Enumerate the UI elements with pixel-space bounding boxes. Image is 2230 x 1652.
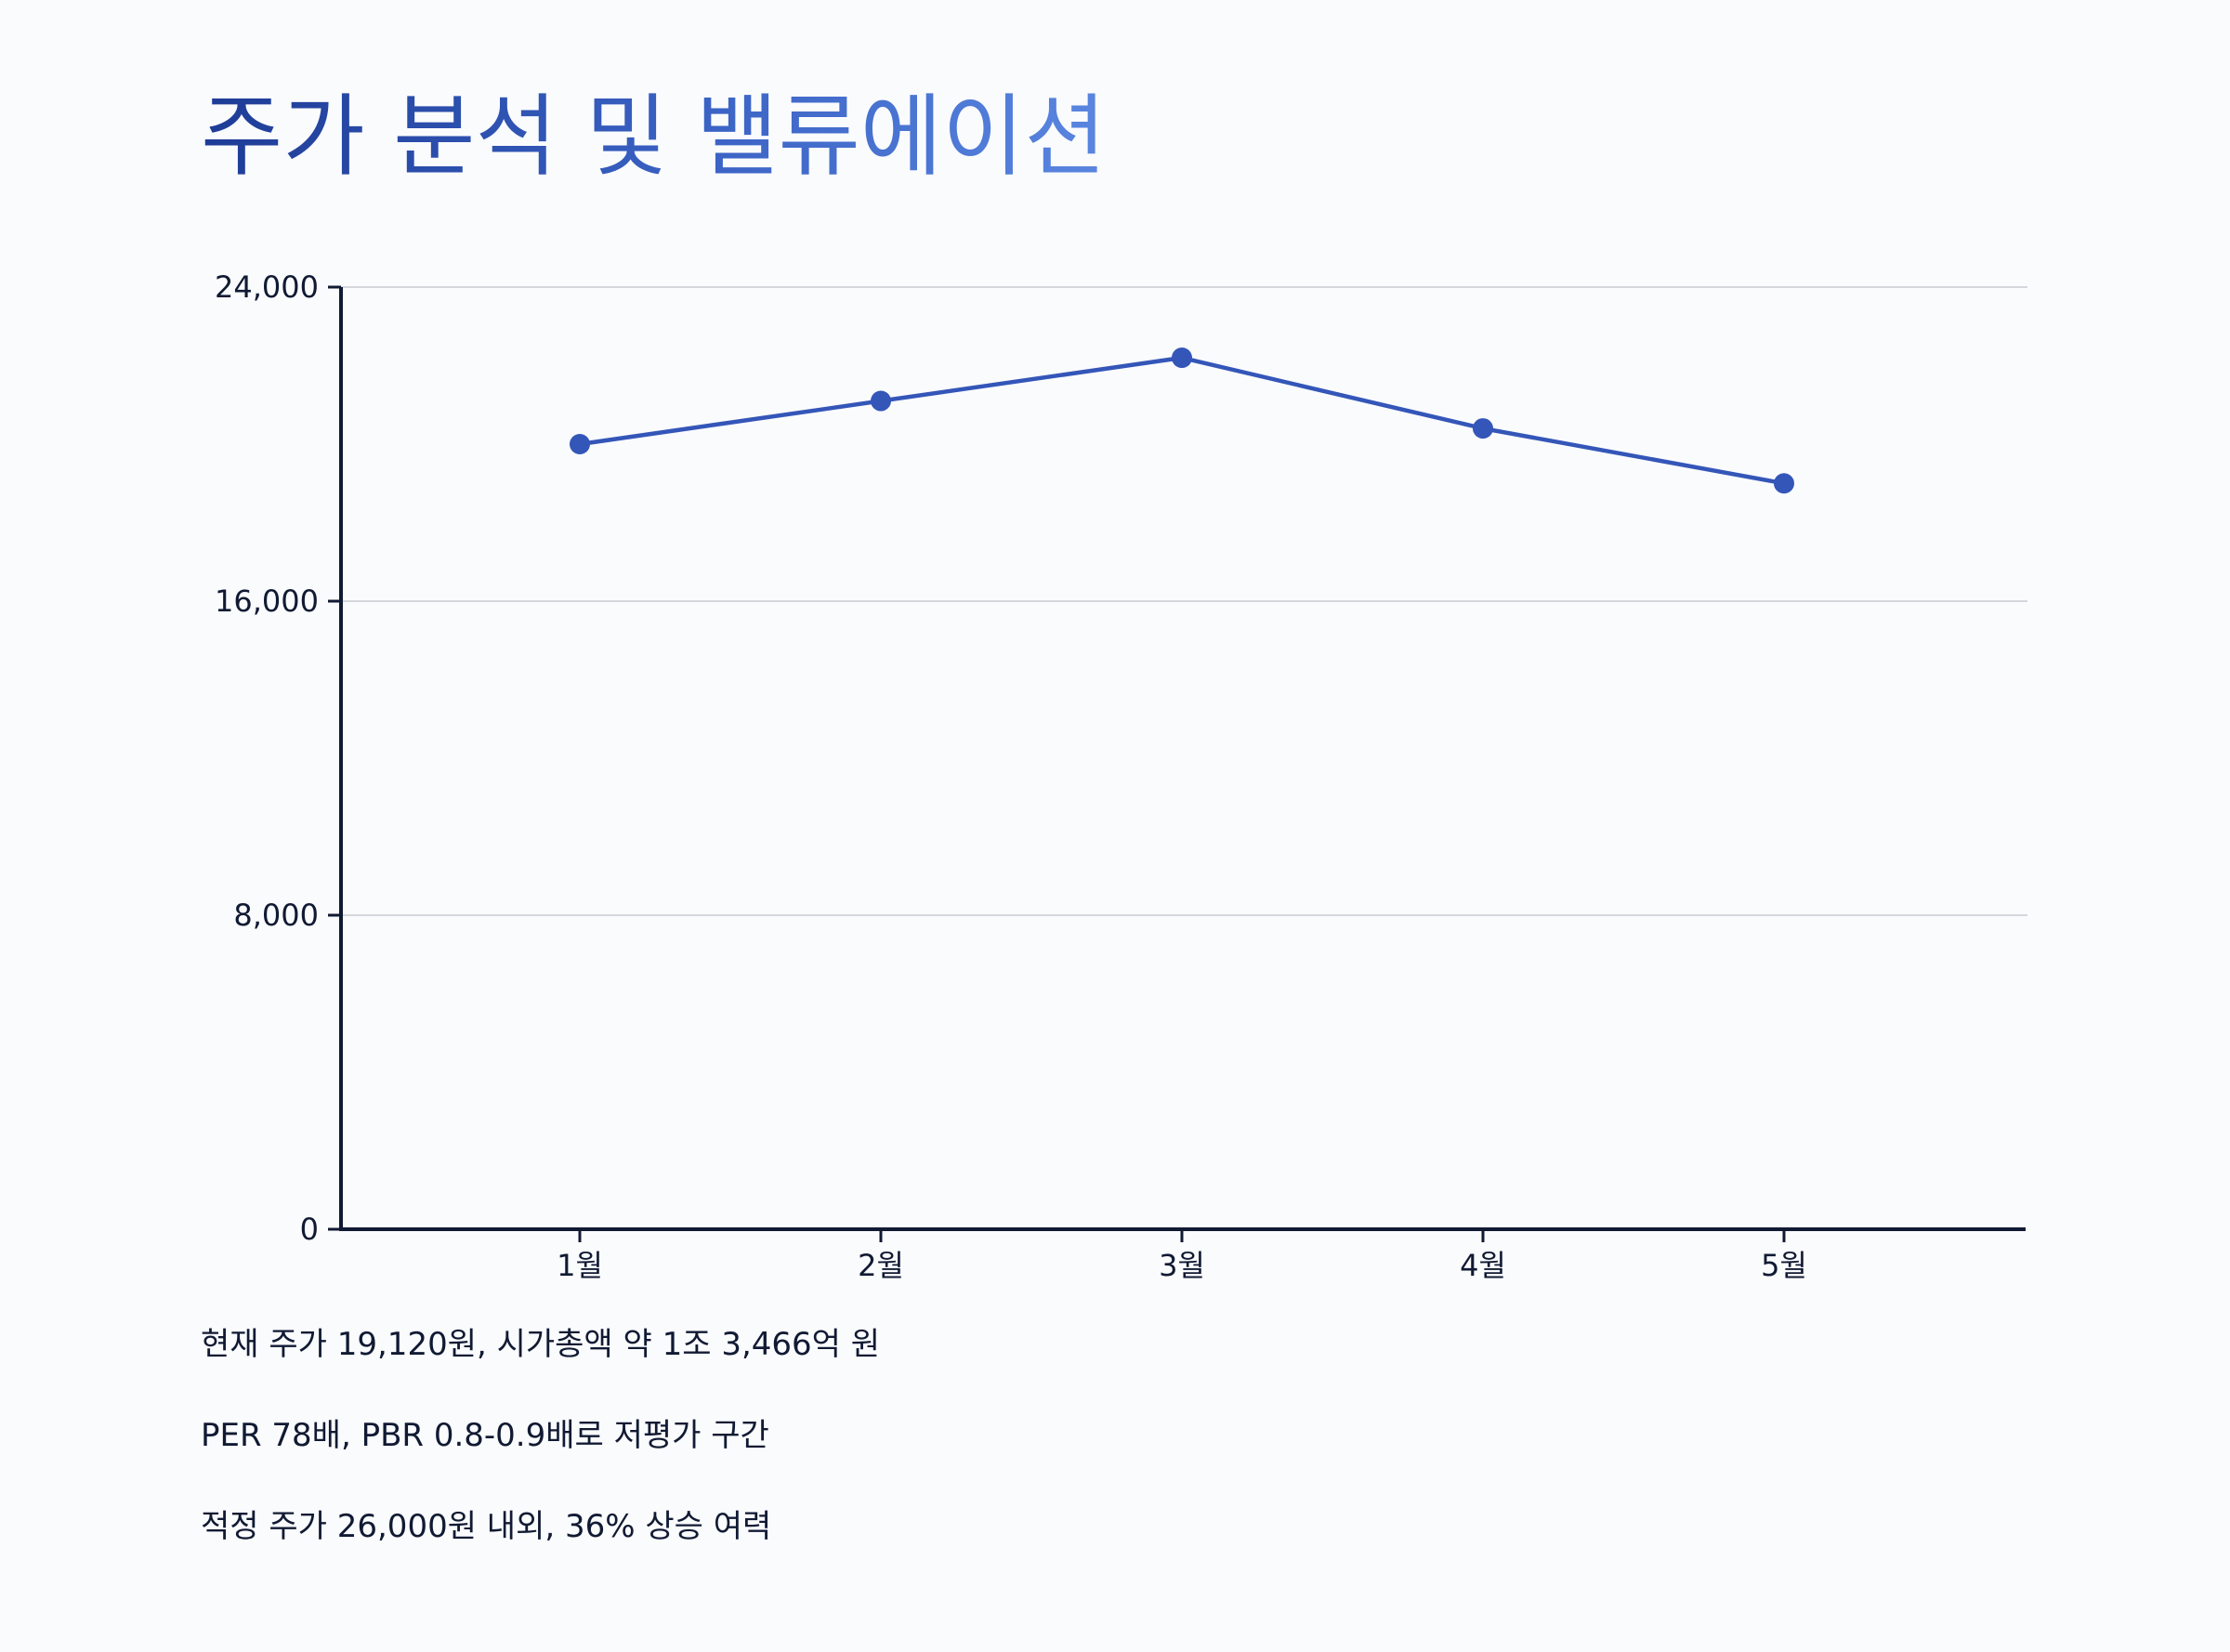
- y-tick-label: 16,000: [215, 583, 319, 619]
- stock-price-line-chart: 0 8,000 16,000 24,000 1월 2월 3월 4월 5월: [215, 269, 2027, 1283]
- axes: [339, 287, 2026, 1231]
- key-point-current-price: 현재 주가 19,120원, 시가총액 약 1조 3,466억 원: [201, 1326, 881, 1363]
- y-tick-label: 8,000: [233, 898, 319, 933]
- x-tick-label: 3월: [1159, 1248, 1205, 1283]
- page-title: 주가 분석 및 밸류에이션: [201, 84, 1107, 190]
- x-tick-label: 1월: [557, 1248, 603, 1283]
- y-axis-ticks: 0 8,000 16,000 24,000: [215, 269, 341, 1247]
- x-tick-label: 5월: [1761, 1248, 1807, 1283]
- x-tick-label: 2월: [858, 1248, 904, 1283]
- key-point-valuation: PER 78배, PBR 0.8-0.9배로 저평가 구간: [201, 1417, 769, 1454]
- key-points-list: 현재 주가 19,120원, 시가총액 약 1조 3,466억 원 PER 78…: [201, 1324, 880, 1597]
- gridlines: [341, 286, 2027, 916]
- price-series: [570, 347, 1794, 494]
- data-point: [1774, 473, 1794, 494]
- x-axis-ticks: 1월 2월 3월 4월 5월: [557, 1229, 1807, 1283]
- y-tick-label: 0: [300, 1212, 319, 1247]
- y-tick-label: 24,000: [215, 269, 319, 305]
- data-point: [871, 390, 891, 412]
- data-point: [1473, 418, 1493, 439]
- data-point: [570, 434, 590, 454]
- key-point-target-price: 적정 주가 26,000원 내외, 36% 상승 여력: [201, 1508, 772, 1545]
- data-point: [1172, 347, 1192, 369]
- x-tick-label: 4월: [1460, 1248, 1506, 1283]
- series-line: [577, 355, 1787, 486]
